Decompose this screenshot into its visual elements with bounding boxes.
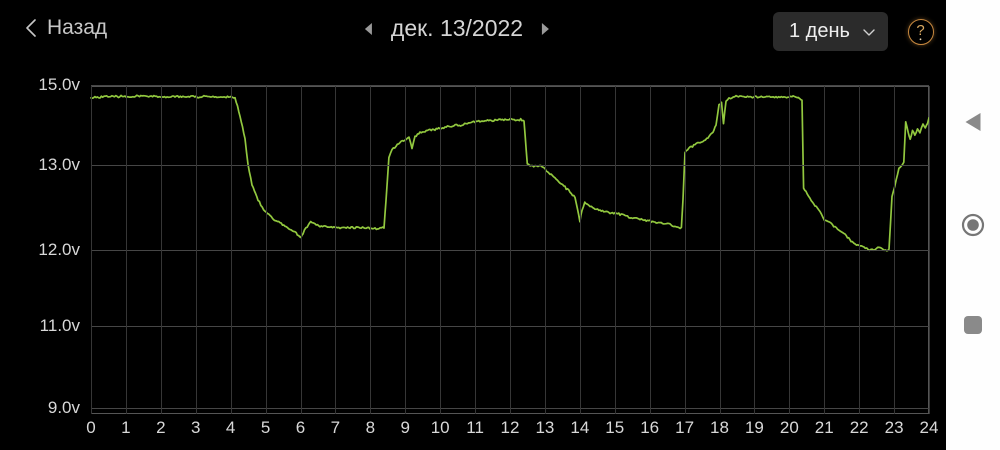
svg-text:?: ? xyxy=(917,23,925,39)
